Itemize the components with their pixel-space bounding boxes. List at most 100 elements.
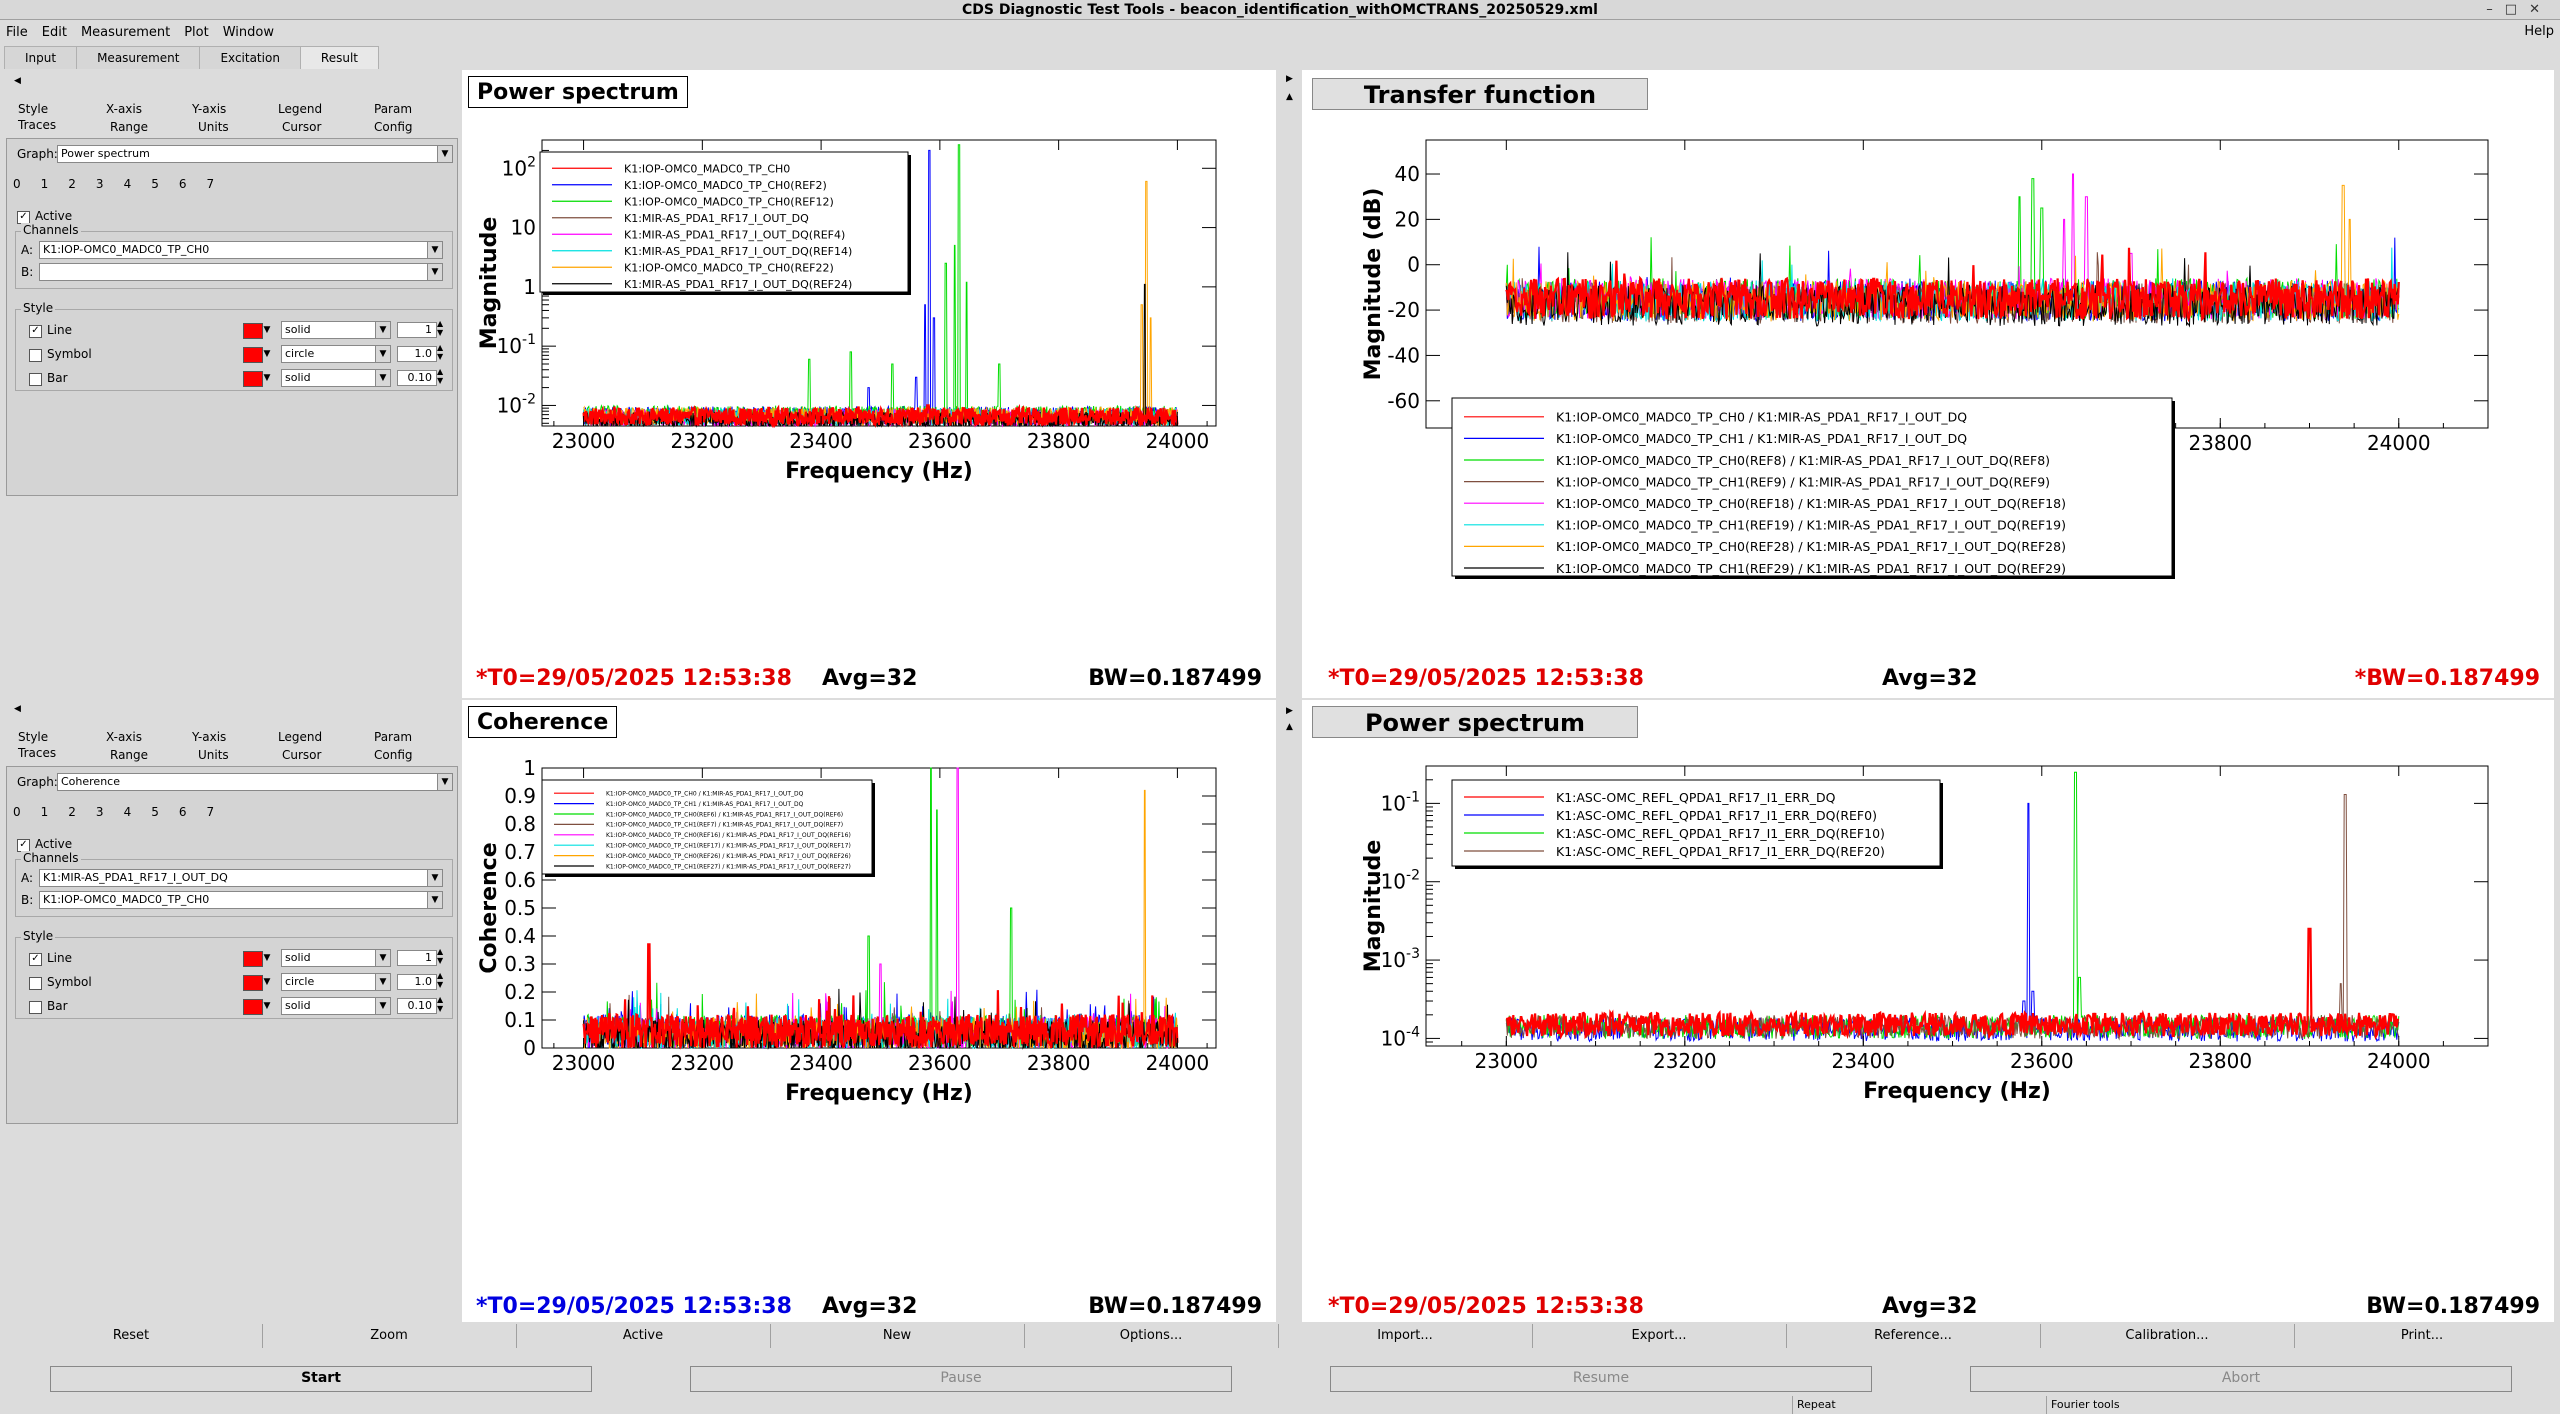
menu-help[interactable]: Help bbox=[2524, 24, 2554, 39]
line-checkbox[interactable]: ✓ bbox=[29, 953, 42, 966]
channel-b-select[interactable]: K1:IOP-OMC0_MADC0_TP_CH0 ▼ bbox=[39, 891, 443, 909]
symbol-color-swatch[interactable] bbox=[243, 975, 263, 991]
bar-style-select[interactable]: solid ▼ bbox=[281, 997, 391, 1015]
graph-select[interactable]: Power spectrum ▼ bbox=[57, 145, 453, 163]
symbol-style-select[interactable]: circle ▼ bbox=[281, 973, 391, 991]
trace-tab[interactable]: 4 bbox=[123, 177, 132, 191]
start-button[interactable]: Start bbox=[50, 1366, 592, 1392]
collapse-up-icon[interactable]: ▲ bbox=[1286, 92, 1293, 102]
transfer-function-chart[interactable]: 230002320023400236002380024000-60-40-200… bbox=[1302, 70, 2554, 698]
reference-button[interactable]: Reference... bbox=[1786, 1324, 2041, 1348]
menu-measurement[interactable]: Measurement bbox=[80, 25, 171, 40]
channel-a-select[interactable]: K1:MIR-AS_PDA1_RF17_I_OUT_DQ ▼ bbox=[39, 869, 443, 887]
bar-color-swatch[interactable] bbox=[243, 999, 263, 1015]
spinner-arrows-icon[interactable]: ▲ ▼ bbox=[437, 319, 444, 337]
menu-edit[interactable]: Edit bbox=[41, 25, 67, 40]
trace-tab[interactable]: 3 bbox=[95, 177, 104, 191]
subtab-traces[interactable]: Traces bbox=[18, 118, 57, 132]
spinner-arrows-icon[interactable]: ▲ ▼ bbox=[437, 367, 444, 385]
chevron-down-icon[interactable]: ▼ bbox=[263, 325, 271, 335]
expand-right-icon[interactable]: ▶ bbox=[1286, 706, 1293, 716]
chevron-down-icon[interactable]: ▼ bbox=[263, 1001, 271, 1011]
menu-file[interactable]: File bbox=[6, 25, 28, 40]
trace-tab[interactable]: 7 bbox=[206, 805, 215, 819]
symbol-color-swatch[interactable] bbox=[243, 347, 263, 363]
bar-checkbox[interactable] bbox=[29, 1001, 42, 1014]
subtab-range[interactable]: Range bbox=[110, 120, 149, 134]
line-width-spinner[interactable]: 1 bbox=[397, 322, 437, 338]
subtab-param[interactable]: Param bbox=[374, 102, 413, 116]
collapse-left-icon[interactable]: ◀ bbox=[14, 76, 21, 86]
spinner-arrows-icon[interactable]: ▲ ▼ bbox=[437, 971, 444, 989]
trace-tab[interactable]: 6 bbox=[178, 805, 187, 819]
symbol-size-spinner[interactable]: 1.0 bbox=[397, 974, 437, 990]
subtab-param[interactable]: Param bbox=[374, 730, 413, 744]
subtab-style[interactable]: Style bbox=[18, 730, 49, 744]
subtab-y-axis[interactable]: Y-axis bbox=[192, 730, 227, 744]
coherence-chart[interactable]: 23000 23200 23400 23600 23800 24000 0 0.1 0.2 0.3… bbox=[462, 700, 1276, 1322]
channel-a-select[interactable]: K1:IOP-OMC0_MADC0_TP_CH0 ▼ bbox=[39, 241, 443, 259]
subtab-x-axis[interactable]: X-axis bbox=[106, 102, 142, 116]
line-style-select[interactable]: solid ▼ bbox=[281, 321, 391, 339]
chevron-down-icon[interactable]: ▼ bbox=[263, 349, 271, 359]
subtab-traces[interactable]: Traces bbox=[18, 746, 57, 760]
zoom-button[interactable]: Zoom bbox=[262, 1324, 517, 1348]
symbol-checkbox[interactable] bbox=[29, 349, 42, 362]
window-controls[interactable]: –□✕ bbox=[2486, 0, 2552, 20]
plot-pane-top-right[interactable]: Transfer function 2300023200234002360023… bbox=[1302, 70, 2554, 698]
calibration-button[interactable]: Calibration... bbox=[2040, 1324, 2295, 1348]
minimize-icon[interactable]: – bbox=[2486, 2, 2505, 17]
tab-measurement[interactable]: Measurement bbox=[76, 46, 201, 69]
subtab-units[interactable]: Units bbox=[198, 748, 229, 762]
line-width-spinner[interactable]: 1 bbox=[397, 950, 437, 966]
plot-pane-bottom-right[interactable]: Power spectrum 23000 23200 23400 23600 23800… bbox=[1302, 700, 2554, 1322]
trace-tab[interactable]: 1 bbox=[40, 177, 49, 191]
close-icon[interactable]: ✕ bbox=[2529, 2, 2552, 17]
bar-width-spinner[interactable]: 0.10 bbox=[397, 370, 437, 386]
symbol-checkbox[interactable] bbox=[29, 977, 42, 990]
trace-tab[interactable]: 3 bbox=[95, 805, 104, 819]
menu-plot[interactable]: Plot bbox=[184, 25, 209, 40]
collapse-left-icon[interactable]: ◀ bbox=[14, 704, 21, 714]
trace-tab[interactable]: 6 bbox=[178, 177, 187, 191]
abort-button[interactable]: Abort bbox=[1970, 1366, 2512, 1392]
channel-b-select[interactable]: ▼ bbox=[39, 263, 443, 281]
trace-tab[interactable]: 2 bbox=[68, 177, 76, 191]
trace-tab[interactable]: 2 bbox=[68, 805, 76, 819]
line-style-select[interactable]: solid ▼ bbox=[281, 949, 391, 967]
subtab-units[interactable]: Units bbox=[198, 120, 229, 134]
symbol-size-spinner[interactable]: 1.0 bbox=[397, 346, 437, 362]
expand-right-icon[interactable]: ▶ bbox=[1286, 74, 1293, 84]
graph-select[interactable]: Coherence ▼ bbox=[57, 773, 453, 791]
trace-tab[interactable]: 0 bbox=[13, 805, 21, 819]
tab-excitation[interactable]: Excitation bbox=[199, 46, 301, 69]
plot-pane-bottom-left[interactable]: Coherence 23000 23200 23400 23600 23800 24000… bbox=[462, 700, 1276, 1322]
trace-tab[interactable]: 7 bbox=[206, 177, 215, 191]
symbol-style-select[interactable]: circle ▼ bbox=[281, 345, 391, 363]
subtab-style[interactable]: Style bbox=[18, 102, 49, 116]
plot-pane-top-left[interactable]: Power spectrum 23000 23200 23400 23600 23800… bbox=[462, 70, 1276, 698]
subtab-legend[interactable]: Legend bbox=[278, 102, 323, 116]
tab-result[interactable]: Result bbox=[299, 46, 379, 69]
subtab-range[interactable]: Range bbox=[110, 748, 149, 762]
subtab-cursor[interactable]: Cursor bbox=[282, 748, 322, 762]
subtab-y-axis[interactable]: Y-axis bbox=[192, 102, 227, 116]
spinner-arrows-icon[interactable]: ▲ ▼ bbox=[437, 995, 444, 1013]
spinner-arrows-icon[interactable]: ▲ ▼ bbox=[437, 947, 444, 965]
subtab-legend[interactable]: Legend bbox=[278, 730, 323, 744]
bar-style-select[interactable]: solid ▼ bbox=[281, 369, 391, 387]
maximize-icon[interactable]: □ bbox=[2504, 2, 2530, 17]
reset-button[interactable]: Reset bbox=[0, 1324, 263, 1348]
bar-checkbox[interactable] bbox=[29, 373, 42, 386]
spinner-arrows-icon[interactable]: ▲ ▼ bbox=[437, 343, 444, 361]
subtab-cursor[interactable]: Cursor bbox=[282, 120, 322, 134]
subtab-x-axis[interactable]: X-axis bbox=[106, 730, 142, 744]
subtab-config[interactable]: Config bbox=[374, 748, 413, 762]
collapse-up-icon[interactable]: ▲ bbox=[1286, 722, 1293, 732]
line-checkbox[interactable]: ✓ bbox=[29, 325, 42, 338]
trace-tab[interactable]: 1 bbox=[40, 805, 49, 819]
active-button[interactable]: Active bbox=[516, 1324, 771, 1348]
menu-window[interactable]: Window bbox=[222, 25, 274, 40]
trace-tab[interactable]: 5 bbox=[151, 805, 159, 819]
pause-button[interactable]: Pause bbox=[690, 1366, 1232, 1392]
